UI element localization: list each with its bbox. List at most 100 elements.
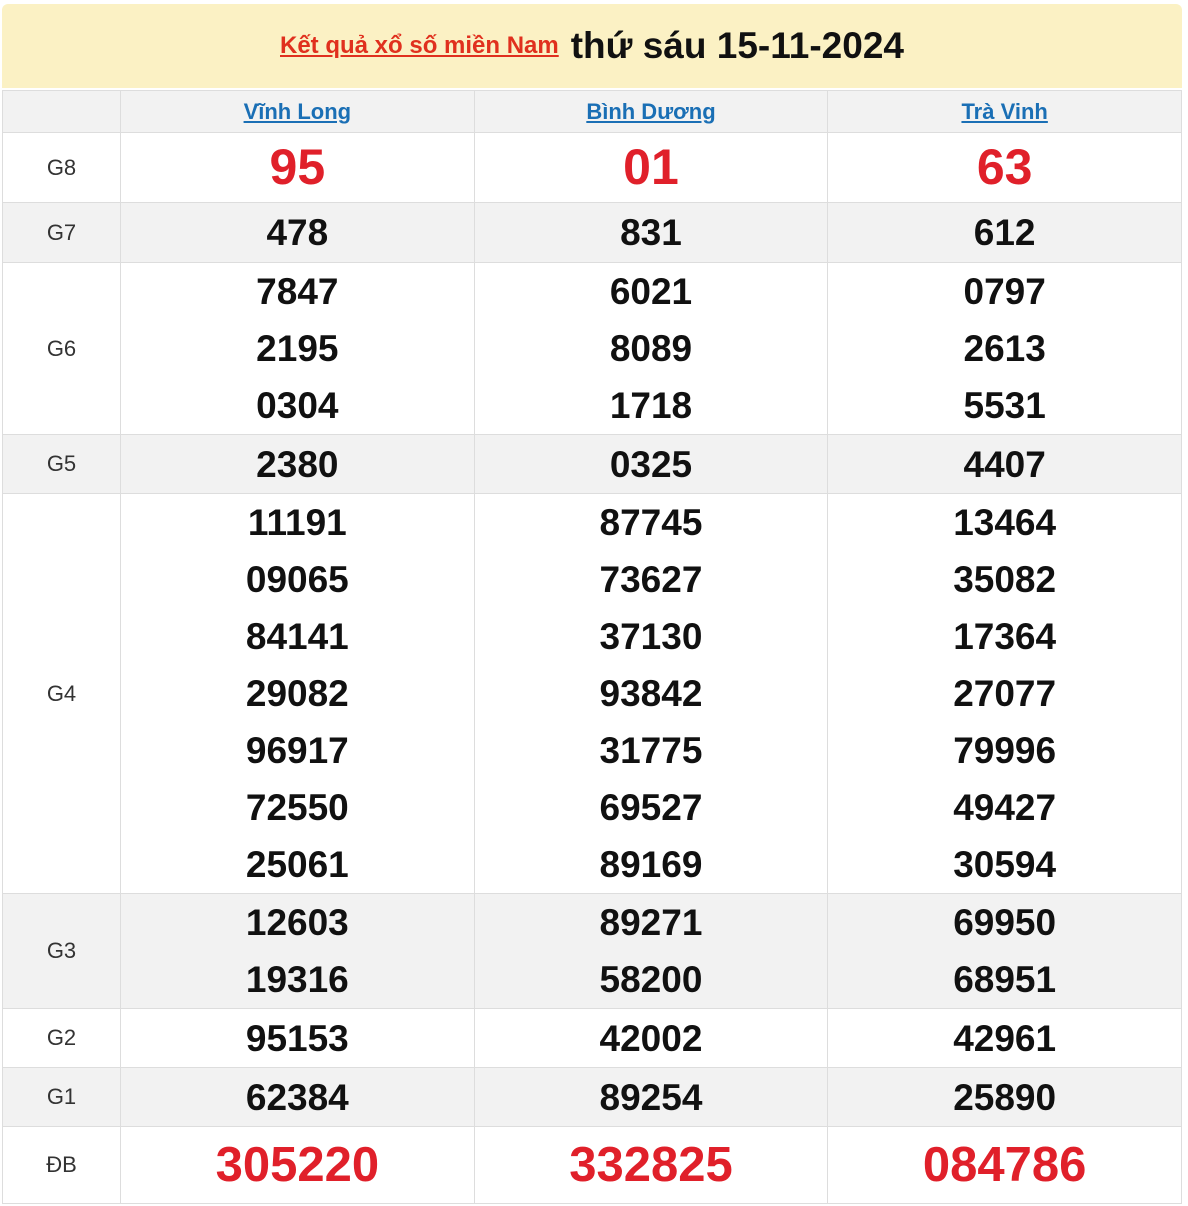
prize-number: 8089 [609, 328, 693, 369]
corner-cell [2, 90, 121, 133]
prize-label: G1 [2, 1067, 121, 1127]
prize-cell: 0797 2613 5531 [827, 262, 1182, 435]
prize-number: 2195 [256, 328, 339, 369]
prize-label: ĐB [2, 1126, 121, 1204]
prize-cell: 332825 [473, 1126, 829, 1204]
prize-number: 25890 [953, 1076, 1057, 1118]
prize-cell: 0325 [473, 434, 829, 494]
results-table: Vĩnh Long Bình Dương Trà Vinh G8 95 01 63 G7… [2, 90, 1182, 1204]
prize-number: 79996 [953, 730, 1057, 771]
prize-number: 612 [973, 212, 1036, 253]
prize-row: G1 62384 89254 25890 [2, 1067, 1182, 1127]
prize-label: G4 [2, 493, 121, 894]
prize-number: 84141 [245, 616, 349, 657]
prize-row: G6 7847 2195 0304 6021 8089 1718 0797 2613 5531 [2, 262, 1182, 435]
prize-number: 37130 [599, 616, 703, 657]
prize-cell: 478 [120, 202, 475, 263]
province-cell: Trà Vinh [827, 90, 1182, 133]
prize-number: 1718 [609, 385, 693, 426]
prize-cell: 87745 73627 37130 93842 31775 69527 89169 [473, 493, 829, 894]
prize-number: 305220 [215, 1137, 380, 1192]
prize-number: 95 [269, 139, 326, 195]
prize-cell: 2380 [120, 434, 475, 494]
prize-row: G8 95 01 63 [2, 132, 1182, 203]
prize-cell: 6021 8089 1718 [473, 262, 829, 435]
prize-number: 332825 [569, 1137, 733, 1192]
prize-number: 63 [976, 139, 1033, 195]
prize-number: 87745 [599, 502, 703, 543]
prize-cell: 7847 2195 0304 [120, 262, 475, 435]
prize-row: G4 11191 09065 84141 29082 96917 72550 25061 877… [2, 493, 1182, 894]
prize-label: G8 [2, 132, 121, 203]
prize-number: 2380 [256, 443, 339, 485]
prize-number: 17364 [953, 616, 1057, 657]
prize-cell: 69950 68951 [827, 893, 1182, 1009]
prize-number: 89254 [599, 1076, 703, 1118]
prize-number: 93842 [599, 673, 703, 714]
prize-number: 2613 [963, 328, 1046, 369]
prize-number: 69950 [953, 902, 1057, 943]
prize-cell: 42961 [827, 1008, 1182, 1068]
prize-number: 58200 [599, 959, 703, 1000]
province-link[interactable]: Bình Dương [586, 98, 716, 124]
prize-number: 084786 [922, 1137, 1087, 1192]
prize-number: 73627 [599, 559, 703, 600]
prize-cell: 89271 58200 [473, 893, 829, 1009]
prize-cell: 63 [827, 132, 1182, 203]
province-link[interactable]: Trà Vinh [961, 98, 1048, 124]
prize-cell: 831 [473, 202, 829, 263]
prize-number: 31775 [599, 730, 703, 771]
results-header: Kết quả xổ số miền Nam thứ sáu 15-11-202… [2, 4, 1182, 88]
prize-number: 62384 [245, 1076, 349, 1118]
prize-number: 0797 [963, 271, 1046, 312]
prize-number: 72550 [245, 787, 349, 828]
prize-cell: 4407 [827, 434, 1182, 494]
prize-number: 5531 [963, 385, 1046, 426]
prize-number: 478 [266, 212, 329, 253]
prize-number: 19316 [245, 959, 349, 1000]
prize-cell: 612 [827, 202, 1182, 263]
prize-number: 6021 [609, 271, 693, 312]
prize-cell: 11191 09065 84141 29082 96917 72550 25061 [120, 493, 475, 894]
prize-row: G7 478 831 612 [2, 202, 1182, 263]
prize-cell: 62384 [120, 1067, 475, 1127]
prize-cell: 95 [120, 132, 475, 203]
results-panel: Kết quả xổ số miền Nam thứ sáu 15-11-202… [2, 4, 1182, 1204]
prize-row: G2 95153 42002 42961 [2, 1008, 1182, 1068]
prize-number: 68951 [953, 959, 1057, 1000]
prize-label: G2 [2, 1008, 121, 1068]
prize-number: 30594 [953, 844, 1057, 885]
province-link[interactable]: Vĩnh Long [243, 98, 352, 124]
prize-number: 0325 [609, 443, 693, 485]
prize-number: 11191 [247, 502, 347, 543]
prize-number: 09065 [245, 559, 349, 600]
prize-number: 27077 [953, 673, 1057, 714]
prize-cell: 01 [473, 132, 829, 203]
prize-number: 96917 [245, 730, 349, 771]
prize-number: 12603 [245, 902, 349, 943]
prize-row: G3 12603 19316 89271 58200 69950 68951 [2, 893, 1182, 1009]
prize-number: 89271 [599, 902, 703, 943]
prize-cell: 13464 35082 17364 27077 79996 49427 30594 [827, 493, 1182, 894]
prize-cell: 084786 [827, 1126, 1182, 1204]
prize-row: ĐB 305220 332825 084786 [2, 1126, 1182, 1204]
prize-number: 25061 [245, 844, 349, 885]
prize-label: G5 [2, 434, 121, 494]
results-title-link[interactable]: Kết quả xổ số miền Nam [280, 32, 559, 59]
prize-row: G5 2380 0325 4407 [2, 434, 1182, 494]
prize-label: G7 [2, 202, 121, 263]
prize-cell: 42002 [473, 1008, 829, 1068]
prize-number: 42961 [953, 1017, 1057, 1059]
results-date: thứ sáu 15-11-2024 [570, 25, 904, 66]
prize-number: 69527 [599, 787, 703, 828]
prize-label: G3 [2, 893, 121, 1009]
province-cell: Bình Dương [473, 90, 829, 133]
prize-number: 35082 [953, 559, 1057, 600]
prize-number: 89169 [599, 844, 703, 885]
prize-number: 831 [620, 212, 682, 253]
province-header-row: Vĩnh Long Bình Dương Trà Vinh [2, 90, 1182, 133]
prize-cell: 95153 [120, 1008, 475, 1068]
prize-cell: 25890 [827, 1067, 1182, 1127]
prize-number: 13464 [953, 502, 1057, 543]
prize-number: 0304 [256, 385, 339, 426]
